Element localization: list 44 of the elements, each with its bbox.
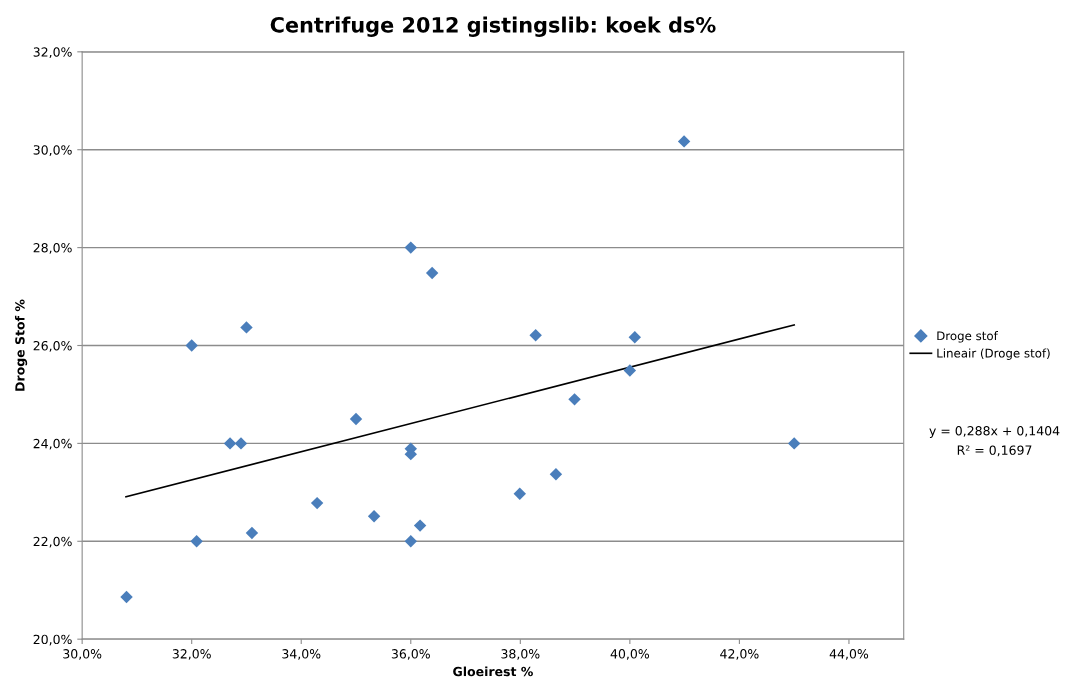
- y-tick-label: 26,0%: [33, 340, 72, 352]
- point: [404, 241, 417, 254]
- point: [240, 321, 253, 334]
- x-tick-label: 42,0%: [720, 649, 759, 660]
- point: [367, 510, 381, 523]
- y-tick-label: 28,0%: [33, 243, 72, 254]
- point: [234, 437, 248, 450]
- y-axis-title: Droge Stof %: [14, 299, 28, 391]
- legend-label: Droge stof: [937, 331, 998, 343]
- y-tick-label: 32,0%: [33, 47, 72, 59]
- y-tick-label: 24,0%: [33, 438, 72, 450]
- x-tick-label: 36,0%: [391, 649, 430, 660]
- x-tick-label: 34,0%: [282, 649, 321, 660]
- y-tick-label: 30,0%: [33, 145, 72, 156]
- point: [310, 496, 324, 510]
- y-tick-label: 22,0%: [33, 536, 72, 548]
- text: R² = 0,1697: [957, 445, 1032, 457]
- point: [787, 437, 801, 450]
- point: [190, 535, 203, 548]
- point: [677, 135, 691, 148]
- point: [349, 412, 363, 426]
- point: [549, 468, 563, 481]
- legend-label: Lineair (Droge stof): [937, 348, 1050, 360]
- chart-title: Centrifuge 2012 gistingslib: koek ds%: [270, 16, 716, 37]
- x-tick-label: 44,0%: [829, 649, 869, 660]
- x-tick-label: 40,0%: [610, 649, 650, 660]
- text: y = 0,288x + 0,1404: [929, 426, 1060, 438]
- x-tick-label: 32,0%: [172, 649, 211, 660]
- y-tick-label: 20,0%: [33, 634, 72, 646]
- point: [404, 535, 417, 548]
- point: [245, 526, 259, 540]
- point: [623, 364, 637, 377]
- point: [185, 339, 198, 352]
- x-axis-title: Gloeirest %: [453, 666, 533, 677]
- point: [425, 266, 439, 280]
- point: [513, 487, 526, 501]
- point: [529, 329, 542, 342]
- x-tick-label: 38,0%: [501, 649, 540, 660]
- point: [120, 590, 133, 604]
- x-tick-label: 30,0%: [63, 649, 102, 660]
- point: [568, 393, 581, 406]
- point: [223, 437, 237, 450]
- point: [628, 330, 641, 344]
- point: [413, 519, 427, 532]
